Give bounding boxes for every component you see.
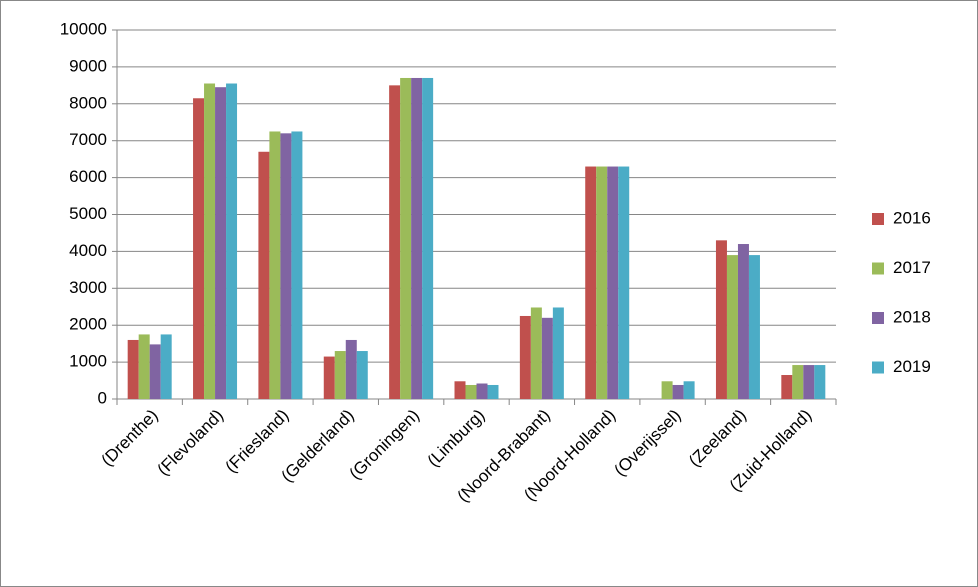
bar	[138, 334, 150, 399]
bar	[530, 307, 542, 399]
bar	[204, 83, 216, 399]
y-tick-label: 10000	[60, 19, 107, 38]
legend-label: 2016	[893, 208, 931, 227]
bar	[552, 307, 564, 399]
bar	[291, 131, 303, 399]
bar	[389, 85, 401, 399]
bar	[596, 166, 608, 399]
bar	[487, 384, 499, 399]
y-tick-label: 5000	[69, 204, 107, 223]
bar	[400, 77, 412, 399]
y-tick-label: 2000	[69, 315, 107, 334]
bar	[334, 351, 346, 399]
bar	[476, 383, 488, 399]
legend-label: 2018	[893, 307, 931, 326]
bar	[715, 240, 727, 399]
bar	[737, 244, 749, 399]
bar	[726, 255, 738, 399]
bar	[585, 166, 597, 399]
legend-label: 2019	[893, 357, 931, 376]
bar	[803, 365, 815, 399]
bar	[781, 375, 793, 399]
y-tick-label: 0	[98, 388, 107, 407]
bar	[541, 317, 553, 399]
bar	[411, 77, 423, 399]
bar	[672, 384, 684, 399]
bar	[127, 339, 139, 399]
y-tick-label: 9000	[69, 56, 107, 75]
bar	[160, 334, 172, 399]
bar	[149, 344, 161, 399]
legend-label: 2017	[893, 258, 931, 277]
bar	[454, 381, 466, 399]
bar	[356, 351, 368, 399]
y-tick-label: 3000	[69, 278, 107, 297]
legend-swatch	[872, 262, 884, 275]
bar	[465, 384, 477, 399]
legend-swatch	[872, 213, 884, 225]
bar	[280, 133, 292, 399]
bar	[258, 151, 270, 399]
bar	[323, 356, 335, 399]
y-tick-label: 6000	[69, 167, 107, 186]
bar	[683, 381, 695, 399]
legend-swatch	[872, 312, 884, 324]
bar	[607, 166, 619, 399]
bar	[618, 166, 630, 399]
bar	[215, 87, 227, 399]
bar	[519, 315, 531, 399]
y-tick-label: 4000	[69, 241, 107, 260]
bar	[193, 98, 205, 399]
bar	[814, 365, 826, 399]
bar	[792, 365, 804, 399]
bar	[748, 255, 760, 399]
bar	[345, 339, 357, 399]
bar	[422, 77, 434, 399]
bar	[661, 381, 673, 399]
y-tick-label: 1000	[69, 352, 107, 371]
bar	[269, 131, 281, 399]
y-tick-label: 7000	[69, 130, 107, 149]
legend-swatch	[872, 361, 884, 374]
bar	[226, 83, 238, 399]
y-tick-label: 8000	[69, 93, 107, 112]
